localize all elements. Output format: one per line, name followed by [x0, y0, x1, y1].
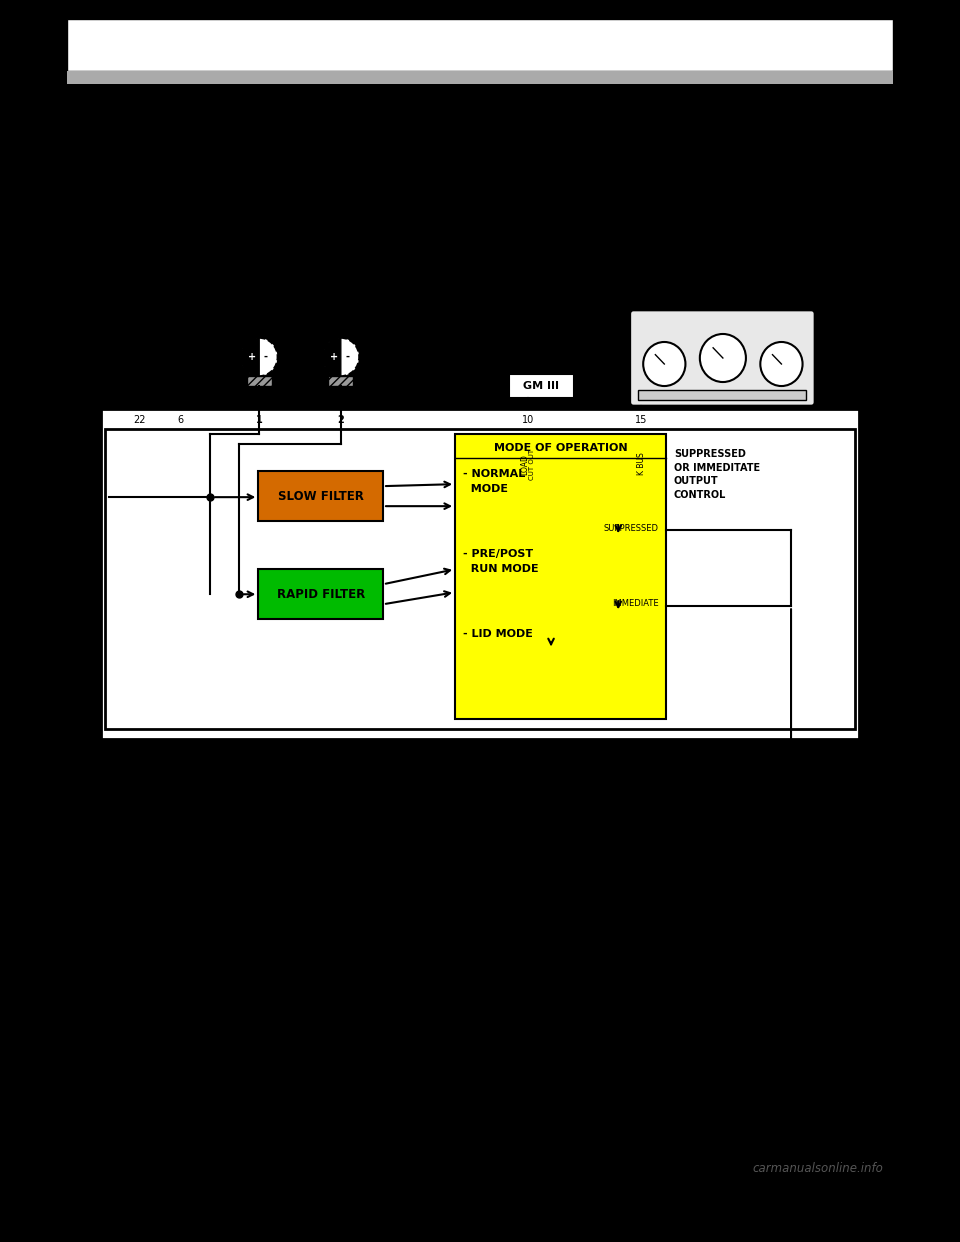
Text: 15: 15 [636, 415, 647, 425]
Text: SLOW FILTER: SLOW FILTER [277, 489, 364, 503]
Text: Level Control Systems: Level Control Systems [75, 1164, 191, 1174]
Bar [258, 471, 383, 522]
Text: -: - [264, 351, 268, 361]
Text: The rapid filter is used during the pre-run and tailgate (LID) modes to ensure t: The rapid filter is used during the pre-… [77, 233, 597, 258]
Bar [455, 435, 666, 719]
Text: The slow filter is used during the normal operation mode to prevent normal suspe: The slow filter is used during the norma… [77, 179, 607, 204]
Text: - PRE/POST: - PRE/POST [463, 549, 533, 559]
Text: 22: 22 [132, 415, 146, 425]
Text: +: + [330, 351, 338, 361]
Text: R LEVEL
SENSOR: R LEVEL SENSOR [319, 310, 363, 333]
Bar [67, 19, 893, 71]
Text: K BUS: K BUS [636, 453, 646, 476]
Bar [258, 569, 383, 620]
Text: CUT OUT: CUT OUT [529, 448, 535, 479]
Text: EHC CM: EHC CM [876, 528, 902, 641]
Text: RAPID FILTER: RAPID FILTER [276, 587, 365, 601]
Text: - NORMAL: - NORMAL [463, 469, 525, 479]
Text: MODE: MODE [463, 484, 508, 494]
Text: 10: 10 [522, 415, 534, 425]
Circle shape [700, 334, 746, 383]
Text: IMMEDIATE: IMMEDIATE [612, 600, 659, 609]
Text: SUPPRESSED: SUPPRESSED [604, 524, 659, 533]
Text: The control module incorporates two filters (slow/rapid) for processing the inpu: The control module incorporates two filt… [77, 98, 603, 138]
Text: - LID MODE: - LID MODE [463, 630, 533, 640]
Wedge shape [323, 338, 341, 376]
Text: GM III: GM III [523, 381, 560, 391]
Circle shape [323, 338, 359, 376]
Text: SIGNALS: SIGNALS [273, 383, 323, 392]
Text: KL 30: KL 30 [124, 373, 155, 383]
Text: MODE OF OPERATION: MODE OF OPERATION [493, 443, 628, 453]
Bar [101, 409, 859, 739]
Bar [328, 376, 353, 386]
Bar [105, 428, 855, 729]
Text: L LEVEL
SENSOR: L LEVEL SENSOR [237, 310, 281, 333]
Text: carmanualsonline.info: carmanualsonline.info [753, 1163, 883, 1175]
Text: SUPPRESSED
OR IMMEDITATE
OUTPUT
CONTROL: SUPPRESSED OR IMMEDITATE OUTPUT CONTROL [674, 450, 760, 499]
Bar [638, 390, 806, 400]
Circle shape [241, 338, 277, 376]
Text: 2: 2 [337, 415, 345, 425]
Text: -: - [346, 351, 349, 361]
Bar [247, 376, 272, 386]
Text: +: + [249, 351, 256, 361]
Text: LOAD: LOAD [520, 453, 530, 474]
Wedge shape [241, 338, 259, 376]
Bar [67, 71, 893, 83]
Text: 1: 1 [255, 415, 263, 425]
Text: 16: 16 [75, 1144, 96, 1159]
Bar [509, 374, 574, 397]
Circle shape [643, 342, 685, 386]
Text: 6: 6 [178, 415, 183, 425]
Circle shape [760, 342, 803, 386]
FancyBboxPatch shape [630, 310, 815, 406]
Text: KL31: KL31 [167, 373, 194, 383]
Text: RUN MODE: RUN MODE [463, 564, 539, 574]
